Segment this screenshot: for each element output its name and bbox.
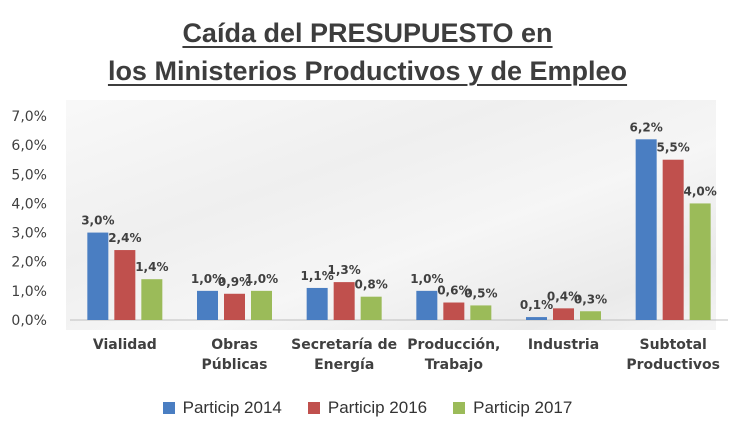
legend-item: Particip 2016	[307, 398, 428, 418]
y-tick-label: 7,0%	[11, 109, 47, 125]
data-label: 0,8%	[355, 278, 388, 292]
chart-title-line-2: los Ministerios Productivos y de Empleo	[107, 56, 628, 86]
legend-label: Particip 2014	[182, 398, 282, 417]
bar	[114, 250, 136, 320]
category-label: Producción,	[407, 337, 500, 353]
chart-title-line-1: Caída del PRESUPUESTO en	[182, 18, 553, 48]
legend-item: Particip 2014	[162, 398, 282, 418]
y-tick-label: 0,0%	[11, 313, 47, 329]
category-label: Secretaría de	[291, 337, 397, 353]
y-tick-label: 6,0%	[11, 138, 47, 154]
data-label: 0,4%	[547, 289, 580, 303]
background-photo	[66, 100, 716, 330]
category-label: Obras	[211, 337, 258, 353]
bar	[526, 317, 547, 320]
bar	[360, 296, 382, 320]
y-tick-label: 1,0%	[11, 284, 47, 300]
bar	[416, 290, 438, 320]
legend-label: Particip 2017	[473, 398, 573, 417]
legend-swatch	[453, 402, 466, 414]
category-label: Públicas	[202, 357, 268, 373]
data-label: 0,3%	[574, 292, 607, 306]
data-label: 1,0%	[191, 272, 224, 286]
bar	[87, 232, 109, 320]
data-label: 0,5%	[464, 286, 497, 300]
data-label: 1,0%	[245, 272, 278, 286]
bar	[580, 311, 601, 320]
bar	[662, 159, 684, 320]
category-label: Industria	[528, 337, 599, 353]
data-label: 1,3%	[328, 263, 361, 277]
category-label: Subtotal	[640, 337, 707, 353]
data-label: 5,5%	[657, 141, 690, 155]
legend-label: Particip 2016	[327, 398, 428, 417]
data-label: 4,0%	[684, 184, 717, 198]
bar	[553, 308, 574, 320]
y-tick-label: 4,0%	[11, 196, 47, 212]
bar	[689, 203, 711, 320]
bar	[141, 279, 163, 320]
bar	[443, 302, 465, 320]
data-label: 0,6%	[437, 284, 470, 298]
y-tick-label: 5,0%	[11, 167, 47, 183]
data-label: 1,0%	[410, 272, 443, 286]
category-label: Vialidad	[93, 337, 157, 353]
bar	[306, 287, 328, 320]
data-label: 2,4%	[108, 231, 141, 245]
category-label: Energía	[314, 357, 374, 373]
category-label: Trabajo	[425, 357, 484, 373]
bar	[333, 282, 355, 320]
legend-item: Particip 2017	[453, 398, 572, 418]
y-tick-label: 3,0%	[11, 226, 47, 242]
chart-legend: Particip 2014 Particip 2016 Particip 2017	[0, 398, 735, 418]
y-tick-label: 2,0%	[11, 255, 47, 271]
bar	[197, 290, 218, 320]
data-label: 6,2%	[630, 120, 663, 134]
legend-swatch	[162, 402, 175, 414]
bar	[635, 139, 657, 320]
data-label: 3,0%	[81, 214, 114, 228]
category-label: Productivos	[626, 357, 720, 373]
bar	[251, 290, 272, 320]
data-label: 0,1%	[520, 298, 553, 312]
bar	[224, 293, 245, 320]
data-label: 1,4%	[135, 260, 168, 274]
bar	[470, 305, 492, 320]
legend-swatch	[307, 402, 320, 414]
data-label: 1,1%	[301, 269, 334, 283]
data-label: 0,9%	[218, 275, 251, 289]
